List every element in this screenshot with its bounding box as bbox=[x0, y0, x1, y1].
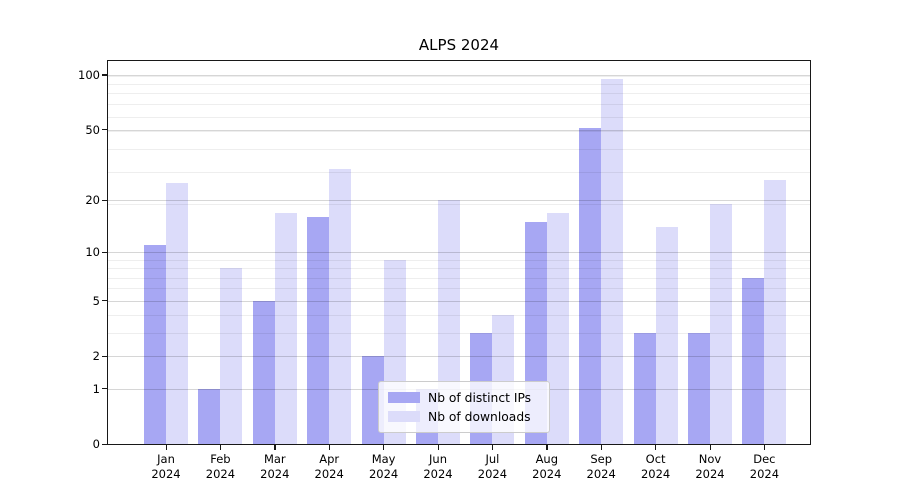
bar-distinct-ips bbox=[144, 245, 166, 444]
y-tick-label: 1 bbox=[92, 381, 100, 396]
gridline-minor bbox=[108, 116, 810, 118]
legend-swatch-downloads bbox=[388, 411, 420, 422]
y-tick-mark bbox=[102, 199, 107, 202]
y-tick-label: 10 bbox=[85, 245, 100, 260]
bar-distinct-ips bbox=[742, 277, 765, 444]
gridline-minor bbox=[108, 84, 810, 85]
x-tick-label: Sep 2024 bbox=[586, 452, 616, 481]
y-tick-label: 0 bbox=[92, 437, 100, 451]
y-tick-mark bbox=[102, 388, 107, 390]
legend-label-downloads: Nb of downloads bbox=[428, 409, 531, 424]
gridline-major bbox=[108, 129, 810, 131]
y-tick-label: 2 bbox=[92, 349, 100, 364]
x-tick-mark bbox=[328, 445, 330, 450]
gridline-minor bbox=[108, 131, 810, 132]
x-tick-label: Jan 2024 bbox=[151, 452, 181, 481]
y-tick-mark bbox=[102, 129, 107, 131]
bar-downloads bbox=[166, 183, 188, 444]
x-tick-label: Jul 2024 bbox=[477, 452, 508, 481]
x-tick-mark bbox=[546, 445, 548, 450]
x-tick-label: Oct 2024 bbox=[640, 452, 671, 481]
y-tick-mark bbox=[102, 74, 107, 76]
x-tick-label: Aug 2024 bbox=[532, 452, 562, 481]
bar-downloads bbox=[764, 180, 787, 444]
bar-distinct-ips bbox=[688, 333, 710, 444]
bar-distinct-ips bbox=[307, 217, 330, 444]
x-tick-mark bbox=[709, 445, 711, 450]
legend: Nb of distinct IPs Nb of downloads bbox=[378, 381, 550, 433]
x-tick-mark bbox=[437, 445, 439, 450]
bar-distinct-ips bbox=[633, 333, 656, 444]
gridline-minor bbox=[108, 75, 810, 77]
x-tick-label: Mar 2024 bbox=[260, 452, 290, 481]
gridline-major bbox=[108, 74, 810, 76]
x-tick-mark bbox=[763, 445, 766, 450]
bar-downloads bbox=[220, 268, 243, 444]
y-tick-label: 50 bbox=[85, 122, 100, 137]
y-tick-mark bbox=[102, 300, 107, 302]
bar-distinct-ips bbox=[579, 127, 602, 444]
x-tick-label: Jun 2024 bbox=[423, 452, 453, 481]
bar-downloads bbox=[546, 212, 569, 444]
y-tick-label: 20 bbox=[85, 193, 100, 208]
chart-title: ALPS 2024 bbox=[418, 36, 500, 54]
gridline-minor bbox=[108, 148, 810, 150]
x-tick-mark bbox=[274, 445, 276, 450]
legend-item-distinct-ips: Nb of distinct IPs bbox=[388, 388, 540, 407]
legend-swatch-distinct-ips bbox=[388, 392, 420, 403]
x-tick-label: Nov 2024 bbox=[695, 452, 725, 481]
gridline-minor bbox=[108, 171, 810, 173]
x-tick-label: Dec 2024 bbox=[749, 452, 780, 481]
x-tick-mark bbox=[491, 445, 494, 450]
x-tick-label: May 2024 bbox=[368, 452, 399, 481]
x-tick-label: Feb 2024 bbox=[205, 452, 236, 481]
bar-downloads bbox=[601, 78, 624, 444]
bar-downloads bbox=[655, 227, 678, 444]
x-tick-mark bbox=[165, 445, 167, 450]
gridline-minor bbox=[108, 104, 810, 106]
x-tick-mark bbox=[655, 445, 657, 450]
bar-downloads bbox=[329, 169, 352, 444]
x-tick-mark bbox=[383, 445, 385, 450]
x-tick-mark bbox=[219, 445, 222, 450]
y-tick-label: 100 bbox=[78, 67, 100, 82]
y-tick-mark bbox=[102, 443, 107, 445]
plot-area: Nb of distinct IPs Nb of downloads bbox=[107, 60, 811, 445]
bar-distinct-ips bbox=[198, 388, 221, 444]
legend-label-distinct-ips: Nb of distinct IPs bbox=[428, 390, 532, 405]
gridline-minor bbox=[108, 93, 810, 95]
bar-distinct-ips bbox=[252, 300, 275, 444]
bar-downloads bbox=[710, 204, 732, 444]
y-tick-mark bbox=[102, 355, 107, 357]
legend-item-downloads: Nb of downloads bbox=[388, 407, 540, 426]
x-tick-label: Apr 2024 bbox=[314, 452, 344, 481]
bar-downloads bbox=[274, 212, 297, 444]
y-tick-label: 5 bbox=[92, 293, 100, 308]
y-tick-mark bbox=[102, 251, 107, 253]
x-tick-mark bbox=[600, 445, 602, 450]
